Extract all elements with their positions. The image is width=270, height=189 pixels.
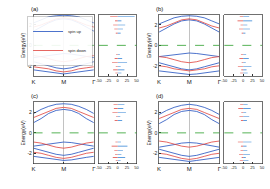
svg-text:Γ: Γ (218, 166, 222, 172)
svg-text:-2: -2 (153, 150, 158, 156)
svg-text:(a): (a) (31, 6, 38, 12)
svg-text:0: 0 (29, 130, 32, 136)
svg-text:spin up: spin up (68, 29, 82, 34)
svg-text:Γ: Γ (218, 79, 222, 85)
svg-text:-50: -50 (221, 165, 228, 170)
svg-text:-25: -25 (105, 78, 112, 83)
svg-text:-2: -2 (27, 150, 32, 156)
svg-text:25: 25 (250, 165, 255, 170)
svg-text:(d): (d) (156, 93, 163, 99)
svg-text:2: 2 (155, 22, 158, 28)
svg-text:M: M (187, 166, 192, 172)
svg-text:0: 0 (155, 42, 158, 48)
svg-text:M: M (187, 79, 192, 85)
svg-text:25: 25 (125, 165, 130, 170)
svg-text:-2: -2 (27, 62, 32, 69)
svg-text:50: 50 (260, 78, 265, 83)
svg-text:0: 0 (117, 78, 120, 83)
svg-text:-50: -50 (96, 78, 103, 83)
svg-text:-25: -25 (231, 165, 238, 170)
svg-text:0: 0 (117, 165, 120, 170)
svg-text:K: K (32, 79, 36, 85)
svg-text:Energy(eV): Energy(eV) (146, 32, 152, 58)
svg-text:2: 2 (155, 109, 158, 115)
svg-text:-25: -25 (231, 78, 238, 83)
svg-text:-50: -50 (96, 165, 103, 170)
svg-text:25: 25 (250, 78, 255, 83)
svg-text:0: 0 (155, 130, 158, 136)
svg-text:-2: -2 (153, 63, 158, 69)
svg-text:-50: -50 (221, 78, 228, 83)
svg-text:(c): (c) (31, 93, 38, 99)
svg-text:Γ: Γ (92, 79, 96, 85)
svg-text:2: 2 (29, 109, 32, 115)
svg-text:(b): (b) (156, 6, 163, 12)
svg-text:-25: -25 (105, 165, 112, 170)
svg-text:Γ: Γ (92, 166, 96, 172)
svg-text:Energy(eV): Energy(eV) (146, 120, 152, 146)
svg-text:0: 0 (242, 165, 245, 170)
svg-text:M: M (61, 79, 66, 85)
svg-text:K: K (157, 79, 161, 85)
svg-text:50: 50 (134, 78, 139, 83)
svg-text:50: 50 (134, 165, 139, 170)
svg-text:0: 0 (242, 78, 245, 83)
svg-text:Energy(eV): Energy(eV) (20, 120, 26, 146)
svg-text:25: 25 (125, 78, 130, 83)
svg-text:50: 50 (260, 165, 265, 170)
svg-text:K: K (157, 166, 161, 172)
svg-text:Energy(eV): Energy(eV) (20, 32, 26, 58)
svg-text:K: K (32, 166, 36, 172)
svg-text:spin down: spin down (68, 48, 86, 53)
svg-text:M: M (61, 166, 66, 172)
